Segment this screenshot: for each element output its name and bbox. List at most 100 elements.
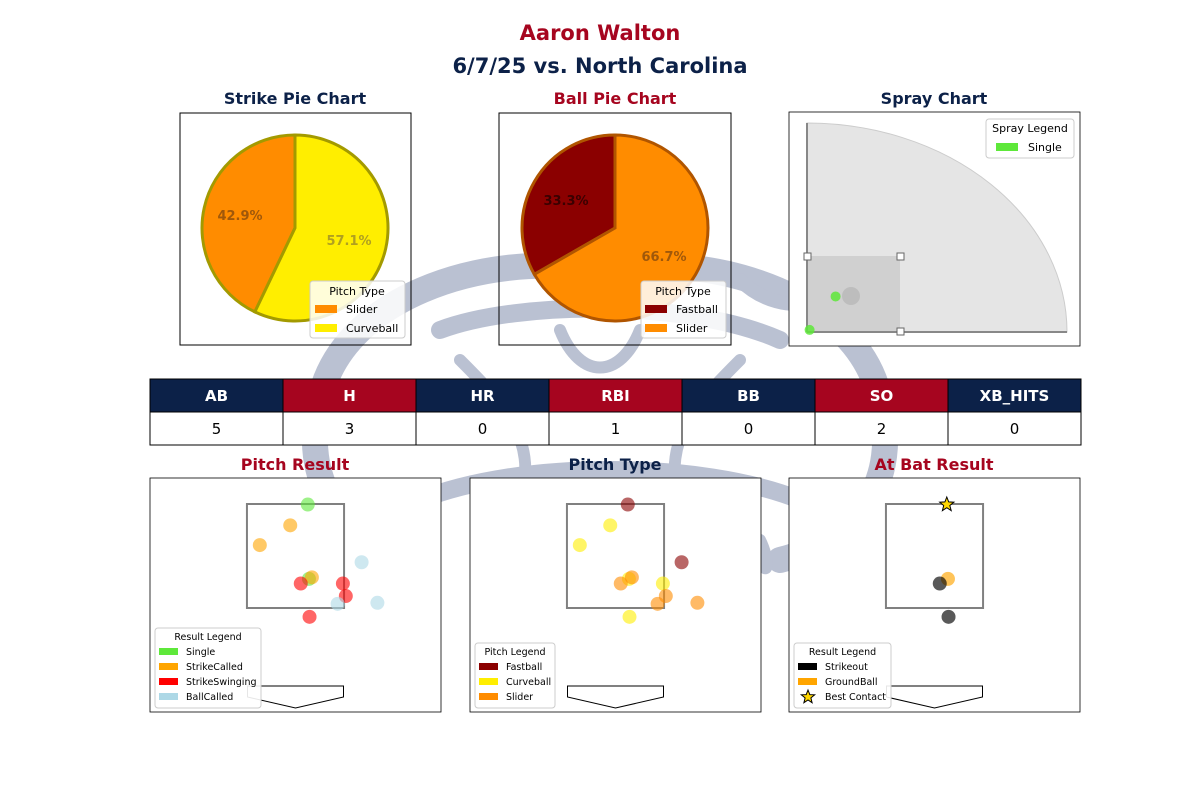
spray-legend: Spray Legend Single [985,118,1075,159]
ball-pie-legend: Pitch Type Fastball Slider [640,280,727,339]
stats-value-cell [681,411,816,446]
ball-pie-label-slider: 66.7% [641,250,686,265]
pitch-point [354,555,369,570]
strike-pie [200,133,390,323]
legend-swatch [479,663,498,670]
player-name: Aaron Walton [520,21,681,45]
spray-points [804,291,841,335]
legend-swatch [159,678,178,685]
pitch-type-title: Pitch Type [568,455,661,474]
legend-label: BallCalled [186,692,233,703]
pie-slice-curveball [252,133,390,323]
strike-legend-label-slider: Slider [346,303,378,316]
legend-title: Result Legend [174,632,241,643]
pie-slice-slider [532,133,710,323]
home-plate [567,685,664,709]
stats-value-h: 3 [345,420,355,438]
legend-label: StrikeSwinging [186,677,257,688]
legend-label: Curveball [506,677,551,688]
legend-title: Pitch Legend [484,647,545,658]
strike-zone [245,503,346,609]
ball-legend-label-slider: Slider [676,322,708,335]
strike-pie-label-curveball: 57.1% [326,234,371,249]
pitch-point [302,609,317,624]
pitch-result-plot: Result Legend Single StrikeCalled StrikeSwi… [149,477,442,713]
strike-legend-label-curveball: Curveball [346,322,398,335]
stats-value-cell [415,411,550,446]
stats-header-cell [149,378,284,413]
stats-header-cell [415,378,550,413]
pitch-point [932,576,947,591]
stats-header-ab: AB [205,387,228,405]
stats-value-cell [947,411,1082,446]
pitch-point [674,555,689,570]
pitch-point [252,538,267,553]
strike-pie-legend: Pitch Type Slider Curveball [309,280,406,339]
first-base [896,327,905,336]
pitch-point [941,609,956,624]
spray-chart-title: Spray Chart [881,89,988,108]
stats-value-cell [149,411,284,446]
pitch-point [330,596,345,611]
legend-label: GroundBall [825,677,878,688]
legend-swatch [798,663,817,670]
strike-pie-frame [179,112,412,346]
legend-swatch [799,688,817,704]
spray-legend-swatch-single [996,143,1018,151]
legend-label: Strikeout [825,662,868,673]
legend-box [793,642,892,709]
legend-label: Best Contact [825,692,886,703]
strike-pie-title: Strike Pie Chart [224,89,367,108]
stats-value-so: 2 [877,420,887,438]
legend-swatch [798,678,817,685]
stats-header-cell [282,378,417,413]
spray-legend-label-single: Single [1028,141,1062,154]
stats-value-bb: 0 [744,420,754,438]
ball-legend-swatch-slider [645,324,667,332]
pitch-point [603,518,618,533]
spray-point [830,291,841,302]
spray-point [804,324,815,335]
legend-swatch [479,678,498,685]
pie-slice-slider [200,133,297,314]
pitch-point [300,497,315,512]
legend-swatch [159,648,178,655]
pitch-point [370,595,385,610]
stats-header-bb: BB [737,387,760,405]
at-bat-result-plot: Result Legend Strikeout GroundBall Best Con… [788,477,1081,713]
strike-zone [565,503,666,609]
legend-title: Result Legend [809,647,876,658]
pitch-point [613,576,628,591]
pitch-point [304,570,319,585]
ball-pie-frame [498,112,732,346]
pitch-point [572,538,587,553]
ball-legend-swatch-fastball [645,305,667,313]
strike-zone [884,503,985,609]
stats-header-so: SO [870,387,894,405]
legend-swatch [159,693,178,700]
ball-pie-title: Ball Pie Chart [554,89,677,108]
at-bat-result-title: At Bat Result [874,455,993,474]
pitch-point [690,595,705,610]
best-contact-marker [938,495,956,512]
second-base [896,252,905,261]
ball-pie-legend-title: Pitch Type [655,285,711,298]
stats-header-cell [814,378,949,413]
legend-swatch [479,693,498,700]
legend-box [154,627,262,709]
legend-swatch [159,663,178,670]
pitch-point [293,576,308,591]
legend-box [474,642,556,709]
pitchers-mound [842,287,860,305]
game-title: 6/7/25 vs. North Carolina [452,54,747,78]
pitch-point [655,576,670,591]
pitch-point [622,609,637,624]
pitch-type-plot: Pitch Legend Fastball Curveball Slider [469,477,762,713]
pitch-point [650,596,665,611]
pitch-result-title: Pitch Result [241,455,350,474]
stats-header-cell [548,378,683,413]
stats-header-hr: HR [470,387,495,405]
stats-value-cell [548,411,683,446]
